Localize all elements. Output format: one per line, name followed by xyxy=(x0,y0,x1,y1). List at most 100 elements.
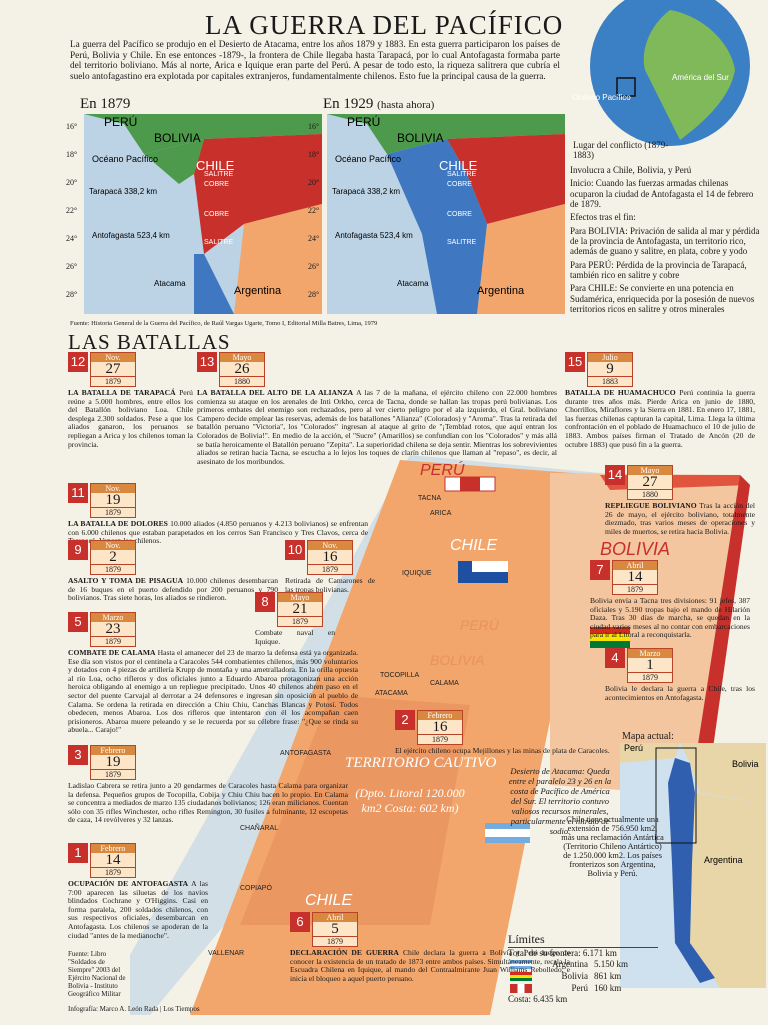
battle-title: REPLIEGUE BOLIVIANO xyxy=(605,501,697,511)
latitude-label: 24° xyxy=(308,234,320,243)
date-month: Mayo xyxy=(278,593,322,603)
battle-date: Abril 5 1879 xyxy=(312,912,358,948)
battle-head: 3 Febrero 19 1879 xyxy=(68,745,348,781)
date-day: 1 xyxy=(646,657,654,674)
battle-title: LA BATALLA DEL ALTO DE LA ALIANZA xyxy=(197,388,354,398)
date-month: Nov. xyxy=(91,353,135,363)
map-label: Atacama xyxy=(397,279,429,288)
date-year: 1880 xyxy=(220,376,264,386)
map-label: COBRE xyxy=(204,211,229,218)
battle-head: 10 Nov. 16 1879 xyxy=(285,540,375,576)
battle-title: COMBATE DE CALAMA xyxy=(68,648,156,658)
date-day: 5 xyxy=(331,921,339,938)
battle: 3 Febrero 19 1879 Ladislao Cabrera se retira… xyxy=(68,745,348,825)
chile xyxy=(194,254,234,314)
battle-body: LA BATALLA DE TARAPACÁ Perú reúne a 5.00… xyxy=(68,388,193,449)
date-month: Febrero xyxy=(418,711,462,721)
date-day: 27 xyxy=(642,474,658,491)
battle-title: ASALTO Y TOMA DE PISAGUA xyxy=(68,576,184,586)
map-label: SALITRE xyxy=(204,171,234,178)
battle-number: 3 xyxy=(68,745,88,765)
limits-country: Perú xyxy=(571,983,589,993)
battle-date: Marzo 23 1879 xyxy=(90,612,136,648)
globe-caption: Lugar del conflicto (1879-1883) xyxy=(573,140,669,160)
limits-total: Total de su frontera: 6.171 km xyxy=(508,948,617,958)
date-month: Marzo xyxy=(91,613,135,623)
limits-row: Argentina 5.150 km xyxy=(510,958,658,970)
limits-row: Bolivia 861 km xyxy=(510,970,658,982)
battle-text: Combate naval en Iquique. xyxy=(255,628,335,646)
country-label: CHILE xyxy=(450,537,497,554)
battle-number: 11 xyxy=(68,483,88,503)
battle: 7 Abril 14 1879 Bolivia envía a Tacna tres d… xyxy=(590,560,750,640)
battle-title: DECLARACIÓN DE GUERRA xyxy=(290,948,399,958)
battle-head: 5 Marzo 23 1879 xyxy=(68,612,358,648)
battle-date: Mayo 27 1880 xyxy=(627,465,673,501)
city-label: ATACAMA xyxy=(375,690,408,697)
battle-head: 11 Nov. 19 1879 xyxy=(68,483,368,519)
globe-label: América del Sur xyxy=(672,73,729,82)
battle-text: A las 7:00 aparecen las siluetas de los … xyxy=(68,879,208,940)
battle-title: BATALLA DE HUAMACHUCO xyxy=(565,388,676,398)
date-day: 14 xyxy=(627,569,643,586)
page-title: LA GUERRA DEL PACÍFICO xyxy=(205,10,564,40)
battle-head: 7 Abril 14 1879 xyxy=(590,560,750,596)
date-day: 14 xyxy=(105,852,121,869)
map-1879: PERÚ BOLIVIA CHILE Argentina Océano Pacífico… xyxy=(84,114,322,314)
country-label: BOLIVIA xyxy=(430,652,484,668)
battle-head: 14 Mayo 27 1880 xyxy=(605,465,755,501)
battle-number: 15 xyxy=(565,352,585,372)
date-day: 19 xyxy=(105,754,121,771)
map-heading: En 1929 (hasta ahora) xyxy=(323,96,434,113)
intro: La guerra del Pacífico se produjo en el … xyxy=(70,40,560,83)
battle-title: LA BATALLA DE DOLORES xyxy=(68,519,168,529)
date-year: 1883 xyxy=(588,376,632,386)
battle: 2 Febrero 16 1879 El ejército chileno ocupa … xyxy=(395,710,625,756)
flag xyxy=(510,959,532,969)
big-map: PERÚ CHILE BOLIVIA PERÚ BOLIVIA CHILE TACNA ARI… xyxy=(130,455,750,1015)
argentina xyxy=(477,204,565,314)
battle-body: Bolivia envía a Tacna tres divisiones: 9… xyxy=(590,596,750,640)
latitude-label: 20° xyxy=(308,178,320,187)
territory-title: TERRITORIO CAUTIVO xyxy=(345,755,497,771)
argentina xyxy=(690,793,766,988)
country-label: PERÚ xyxy=(460,617,500,633)
captive-territory xyxy=(240,695,470,925)
battle-number: 6 xyxy=(290,912,310,932)
date-year: 1879 xyxy=(613,584,657,594)
country-label: PERÚ xyxy=(420,460,465,479)
map-label: Argentina xyxy=(477,285,525,297)
country-label: CHILE xyxy=(305,892,352,909)
battle-text: Ladislao Cabrera se retira junto a 20 ge… xyxy=(68,781,348,825)
battle-body: ASALTO Y TOMA DE PISAGUA 10.000 chilenos… xyxy=(68,576,278,603)
date-day: 16 xyxy=(322,549,338,566)
map-edge xyxy=(690,475,750,805)
battle: 11 Nov. 19 1879 LA BATALLA DE DOLORES 10.000… xyxy=(68,483,368,546)
battle: 13 Mayo 26 1880 LA BATALLA DEL ALTO DE LA AL… xyxy=(197,352,557,466)
limits-coast: Costa: 6.435 km xyxy=(508,994,568,1004)
date-day: 27 xyxy=(105,361,121,378)
limits-heading: Límites xyxy=(508,932,658,948)
battle-text: 10.000 chilenos desembarcan de 16 buques… xyxy=(68,576,278,603)
battle: 1 Febrero 14 1879 OCUPACIÓN DE ANTOFAGASTA A… xyxy=(68,843,208,940)
map-label: Atacama xyxy=(154,279,186,288)
battle-number: 2 xyxy=(395,710,415,730)
book-source: Fuente: Libro "Soldados de Siempre" 2003… xyxy=(68,950,126,998)
date-year: 1879 xyxy=(313,936,357,946)
city-label: COPIAPÓ xyxy=(240,883,272,892)
limits: Límites Total de su frontera: 6.171 km A… xyxy=(508,932,658,1004)
map-label: Tarapacá 338,2 km xyxy=(89,187,157,196)
battle-date: Febrero 19 1879 xyxy=(90,745,136,781)
argentina xyxy=(234,204,322,314)
map-label: BOLIVIA xyxy=(397,131,444,145)
map-label: SALITRE xyxy=(447,239,477,246)
map-1929: PERÚ BOLIVIA CHILE Argentina Océano Pacífico… xyxy=(327,114,565,314)
map-label: COBRE xyxy=(447,211,472,218)
battle-number: 5 xyxy=(68,612,88,632)
flag-bolivia xyxy=(590,641,630,648)
desert-note: Desierto de Atacama: Queda entre el para… xyxy=(508,766,612,836)
battle-head: 2 Febrero 16 1879 xyxy=(395,710,625,746)
map-label: PERÚ xyxy=(347,114,380,129)
latitude-label: 22° xyxy=(66,206,78,215)
battle-body: OCUPACIÓN DE ANTOFAGASTA A las 7:00 apar… xyxy=(68,879,208,940)
